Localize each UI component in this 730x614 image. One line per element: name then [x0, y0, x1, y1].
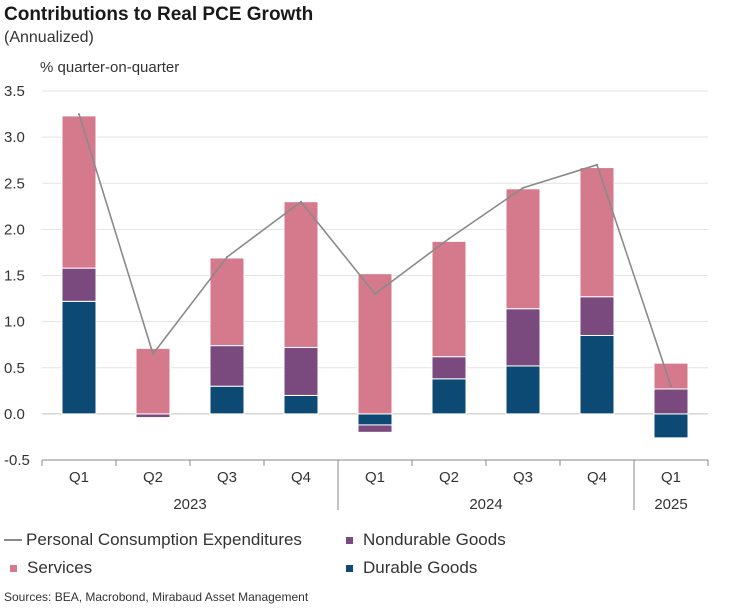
y-tick-label: 1.0	[4, 314, 25, 331]
bar-nondurable-goods	[61, 267, 97, 302]
y-tick-label: 2.0	[4, 221, 25, 238]
pce-point	[300, 200, 302, 203]
x-tick-label: Q3	[217, 469, 237, 486]
pce-point	[152, 352, 154, 355]
y-tick-label: 0.0	[4, 406, 25, 423]
pce-point	[448, 237, 450, 240]
chart-plot: % quarter-on-quarter 3.5 3.0 2.5 2.0 1.5 1.0 0…	[4, 59, 709, 513]
bar-durable-goods	[357, 413, 393, 426]
bar-durable-goods	[653, 413, 689, 439]
pce-point	[670, 385, 672, 388]
bar-durable-goods	[209, 385, 245, 415]
source-note: Sources: BEA, Macrobond, Mirabaud Asset …	[4, 590, 309, 604]
bar-services	[283, 201, 319, 348]
x-axis: Q1 Q2 Q3 Q4 Q1 Q2 Q3 Q4 Q1 2023 2024 2025	[41, 459, 709, 513]
y-tick-label: 3.5	[4, 83, 25, 100]
y-tick-label: 3.0	[4, 129, 25, 146]
legend-label-services: Services	[27, 558, 93, 577]
x-year-label: 2023	[173, 496, 206, 513]
legend-swatch-pce	[4, 539, 22, 541]
bar-services	[61, 115, 97, 269]
y-tick-label: 2.5	[4, 175, 25, 192]
x-tick-label: Q1	[661, 469, 681, 486]
bar-stacks	[61, 115, 689, 439]
chart-title: Contributions to Real PCE Growth	[4, 4, 314, 25]
bar-nondurable-goods	[579, 296, 615, 336]
x-year-label: 2024	[469, 496, 502, 513]
x-tick-label: Q4	[587, 469, 607, 486]
legend-label-nondurable-goods: Nondurable Goods	[363, 530, 506, 549]
pce-point	[226, 256, 228, 259]
bar-nondurable-goods	[135, 413, 171, 419]
y-tick-label: -0.5	[4, 452, 30, 469]
pce-point	[522, 186, 524, 189]
bar-durable-goods	[579, 334, 615, 415]
pce-point	[596, 163, 598, 166]
y-axis-label: % quarter-on-quarter	[40, 59, 179, 76]
bar-nondurable-goods	[505, 308, 541, 367]
bar-durable-goods	[431, 378, 467, 415]
legend-swatch-services	[10, 564, 17, 572]
chart-subtitle: (Annualized)	[4, 29, 94, 46]
legend-item-pce: Personal Consumption Expenditures	[4, 530, 302, 550]
x-tick-label: Q2	[439, 469, 459, 486]
bar-nondurable-goods	[431, 356, 467, 380]
y-tick-label: 0.5	[4, 360, 25, 377]
legend-swatch-nondurable-goods	[346, 536, 353, 544]
y-tick-label: 1.5	[4, 268, 25, 285]
legend-label-durable-goods: Durable Goods	[363, 558, 478, 577]
legend-item-nondurable-goods: Nondurable Goods	[340, 530, 506, 550]
y-axis-ticks: 3.5 3.0 2.5 2.0 1.5 1.0 0.5 0.0 -0.5	[4, 83, 30, 469]
bar-nondurable-goods	[209, 345, 245, 387]
bar-services	[505, 188, 541, 310]
x-tick-label: Q1	[365, 469, 385, 486]
bar-services	[579, 167, 615, 298]
legend: Personal Consumption Expenditures Nondur…	[0, 528, 730, 584]
bar-services	[431, 240, 467, 358]
legend-item-durable-goods: Durable Goods	[340, 558, 477, 578]
bar-services	[209, 257, 245, 347]
legend-label-pce: Personal Consumption Expenditures	[26, 530, 302, 549]
pce-point	[78, 113, 80, 116]
bar-services	[135, 347, 171, 415]
x-tick-label: Q1	[69, 469, 89, 486]
bar-durable-goods	[61, 300, 97, 415]
bar-nondurable-goods	[357, 424, 393, 433]
x-tick-label: Q3	[513, 469, 533, 486]
pce-line-layer	[78, 113, 672, 388]
bar-durable-goods	[505, 365, 541, 415]
bar-nondurable-goods	[653, 388, 689, 415]
pce-point	[374, 292, 376, 295]
legend-item-services: Services	[4, 558, 92, 578]
bar-services	[357, 273, 393, 415]
bar-durable-goods	[283, 394, 319, 415]
x-tick-label: Q4	[291, 469, 311, 486]
x-tick-label: Q2	[143, 469, 163, 486]
bar-nondurable-goods	[283, 346, 319, 396]
legend-swatch-durable-goods	[346, 564, 353, 572]
x-year-label: 2025	[654, 496, 687, 513]
